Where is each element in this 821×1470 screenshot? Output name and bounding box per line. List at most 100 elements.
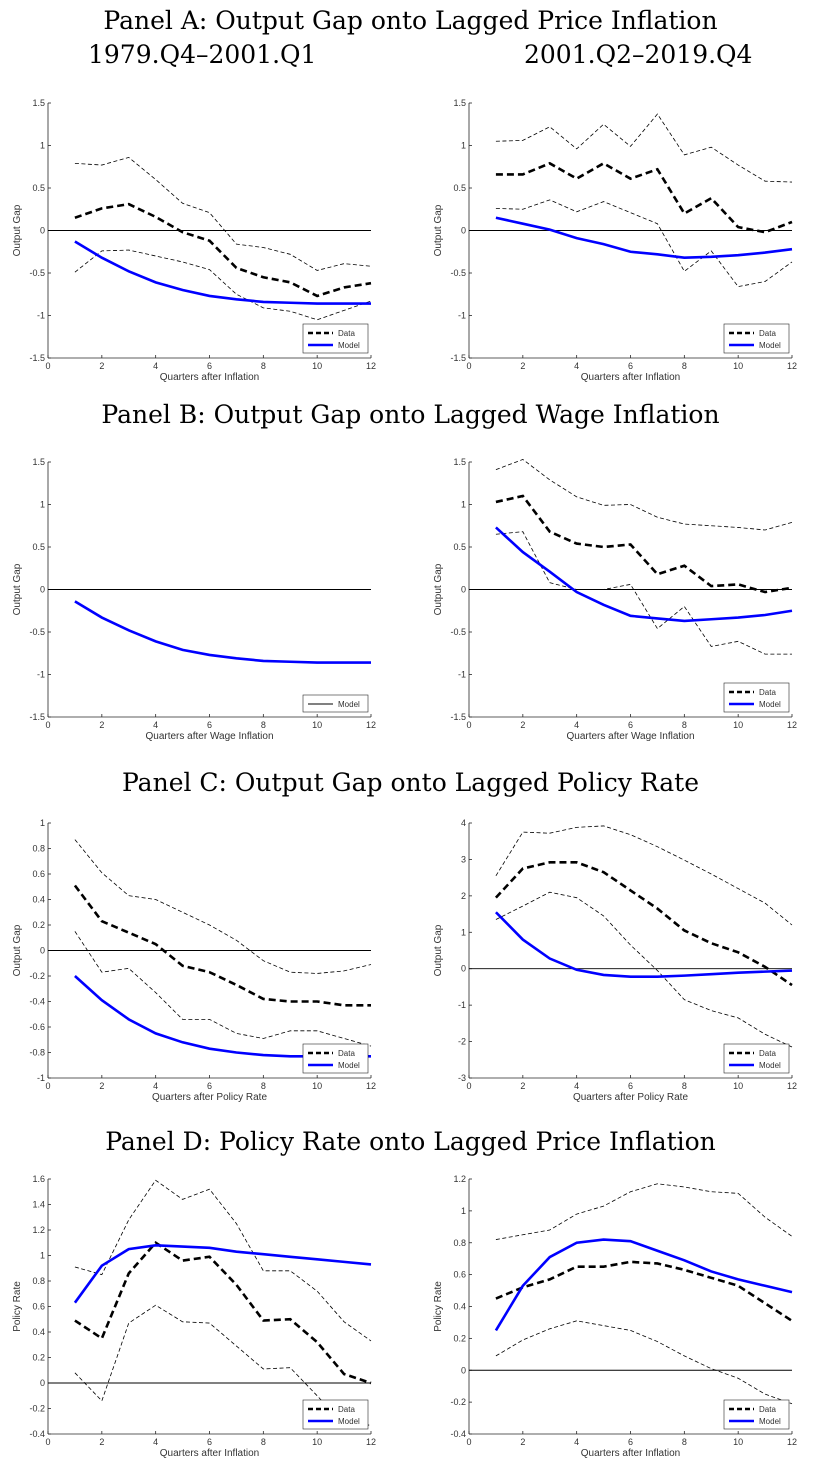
x-tick-label: 10 [733, 720, 743, 730]
y-tick-label: 1 [40, 818, 45, 828]
legend-label-model: Model [338, 700, 360, 709]
y-tick-label: 1.4 [32, 1200, 45, 1210]
upper-band-line [496, 826, 792, 925]
data-series-line [75, 1243, 371, 1383]
x-tick-label: 10 [733, 1081, 743, 1091]
y-tick-label: 1.2 [453, 1174, 466, 1184]
y-tick-label: -1 [37, 670, 45, 680]
x-tick-label: 6 [207, 361, 212, 371]
y-tick-label: 0.4 [32, 1327, 45, 1337]
chart-panel-b-right: 0 2 4 6 8 10 12-1.5-1-0.500.511.5Quarters afte… [421, 451, 821, 751]
x-tick-label: 12 [787, 1437, 797, 1447]
x-tick-label: 12 [787, 1081, 797, 1091]
x-tick-label: 2 [520, 1081, 525, 1091]
y-tick-label: -1 [37, 311, 45, 321]
y-tick-label: 0 [461, 226, 466, 236]
x-tick-label: 6 [207, 1081, 212, 1091]
y-tick-label: 0.6 [453, 1270, 466, 1280]
x-tick-label: 2 [520, 361, 525, 371]
x-tick-label: 12 [366, 720, 376, 730]
chart-panel-a-right: 0 2 4 6 8 10 12 -1.5 -1 -0.5 0 0.5 1 1.5 Quarters afte… [421, 92, 821, 392]
y-tick-label: -0.2 [29, 971, 45, 981]
y-tick-label: 0 [461, 964, 466, 974]
legend-label-data: Data [759, 329, 776, 338]
legend-label-model: Model [759, 1061, 781, 1070]
y-axis-label: Output Gap [12, 563, 23, 615]
legend-label-data: Data [338, 1049, 355, 1058]
y-tick-label: -1 [458, 1000, 466, 1010]
x-tick-label: 2 [99, 1081, 104, 1091]
y-tick-label: -0.5 [29, 268, 45, 278]
y-tick-label: -0.5 [450, 627, 466, 637]
model-series-line [496, 218, 792, 258]
data-series-line [75, 885, 371, 1005]
x-tick-label: 4 [574, 361, 579, 371]
x-axis-label: Quarters after Policy Rate [152, 1092, 267, 1103]
y-tick-label: -0.5 [450, 268, 466, 278]
lower-band-line [496, 1321, 792, 1404]
x-axis-label: Quarters after Inflation [581, 1448, 681, 1459]
y-tick-label: 4 [461, 818, 466, 828]
legend-label-model: Model [759, 700, 781, 709]
legend-label-data: Data [338, 1405, 355, 1414]
y-tick-label: -2 [458, 1037, 466, 1047]
y-tick-label: 0.8 [32, 844, 45, 854]
x-axis-label: Quarters after Inflation [160, 372, 260, 383]
x-tick-label: 0 [466, 720, 471, 730]
legend-label-model: Model [338, 1061, 360, 1070]
x-axis-label: Quarters after Inflation [160, 1448, 260, 1459]
x-tick-label: 6 [628, 1437, 633, 1447]
panel-d-title: Panel D: Policy Rate onto Lagged Price I… [0, 1127, 821, 1156]
y-tick-label: 0.2 [32, 1353, 45, 1363]
x-tick-label: 0 [45, 1437, 50, 1447]
x-tick-label: 4 [574, 1081, 579, 1091]
x-tick-label: 6 [207, 1437, 212, 1447]
x-tick-label: 8 [261, 1437, 266, 1447]
y-tick-label: 0 [40, 1378, 45, 1388]
y-axis-label: Output Gap [433, 563, 444, 615]
x-tick-label: 4 [574, 1437, 579, 1447]
x-tick-label: 0 [466, 1437, 471, 1447]
y-tick-label: 1.6 [32, 1174, 45, 1184]
y-tick-label: 1 [461, 500, 466, 510]
x-tick-label: 8 [682, 720, 687, 730]
x-tick-label: 4 [153, 720, 158, 730]
x-tick-label: 12 [366, 361, 376, 371]
y-tick-label: 1 [461, 1206, 466, 1216]
legend-label-data: Data [759, 1405, 776, 1414]
x-tick-label: 2 [99, 1437, 104, 1447]
chart-panel-d-left: 0 2 4 6 8 10 12-0.4-0.200.20.40.60.811.21.41.6… [0, 1168, 400, 1468]
y-tick-label: 2 [461, 891, 466, 901]
y-axis-label: Policy Rate [12, 1281, 23, 1332]
upper-band-line [496, 1184, 792, 1240]
x-tick-label: 0 [45, 361, 50, 371]
x-tick-label: 4 [153, 1081, 158, 1091]
x-tick-label: 6 [628, 361, 633, 371]
y-tick-label: -1 [37, 1073, 45, 1083]
legend-label-model: Model [759, 1417, 781, 1426]
x-axis-label: Quarters after Wage Inflation [145, 731, 273, 742]
data-series-line [496, 862, 792, 985]
lower-band-line [496, 200, 792, 287]
y-tick-label: -1.5 [450, 353, 466, 363]
legend-label-model: Model [338, 1417, 360, 1426]
panel-a-title: Panel A: Output Gap onto Lagged Price In… [0, 6, 821, 35]
x-tick-label: 10 [733, 361, 743, 371]
model-series-line [75, 601, 371, 662]
y-tick-label: 1.5 [32, 98, 45, 108]
x-tick-label: 2 [99, 361, 104, 371]
y-tick-label: 1 [40, 141, 45, 151]
y-tick-label: 1 [461, 141, 466, 151]
y-axis-label: Output Gap [12, 204, 23, 256]
y-tick-label: -0.6 [29, 1022, 45, 1032]
x-axis-label: Quarters after Policy Rate [573, 1092, 688, 1103]
y-tick-label: 0.8 [453, 1238, 466, 1248]
lower-band-line [75, 250, 371, 320]
upper-band-line [496, 114, 792, 182]
x-tick-label: 10 [733, 1437, 743, 1447]
data-series-line [496, 496, 792, 592]
legend-label-data: Data [338, 329, 355, 338]
x-tick-label: 2 [99, 720, 104, 730]
x-tick-label: 2 [520, 720, 525, 730]
y-tick-label: 0 [461, 585, 466, 595]
